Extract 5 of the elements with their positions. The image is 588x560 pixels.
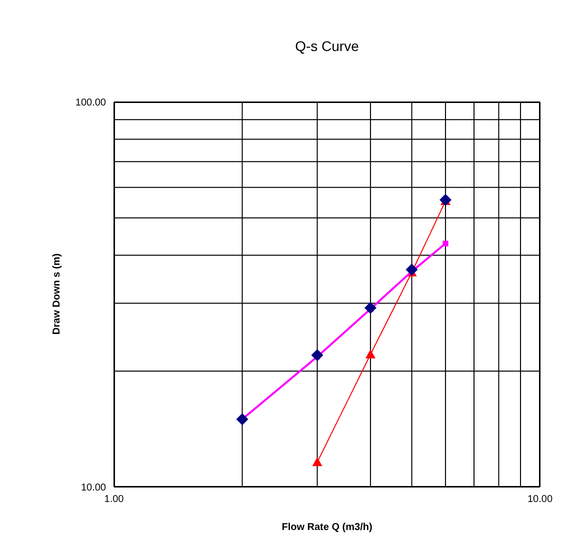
- x-tick-label: 1.00: [104, 494, 124, 506]
- y-tick-label: 100.00: [75, 98, 106, 109]
- x-axis-title: Flow Rate Q (m3/h): [280, 522, 374, 533]
- y-axis-title: Draw Down s (m): [52, 253, 62, 335]
- chart-title: Q-s Curve: [294, 38, 360, 54]
